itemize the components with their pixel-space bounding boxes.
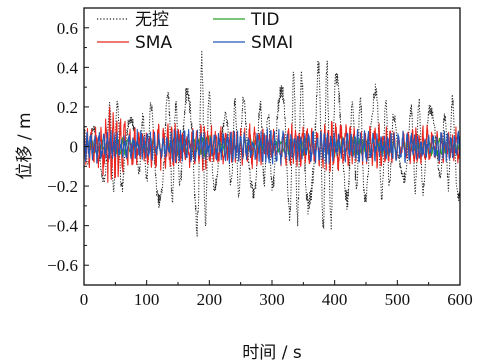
x-tick-label: 600 <box>447 290 473 309</box>
x-tick-label: 200 <box>197 290 223 309</box>
x-tick-label: 300 <box>259 290 285 309</box>
y-tick-label: −0.4 <box>47 217 78 236</box>
y-tick-label: −0.6 <box>47 256 78 275</box>
x-tick-label: 500 <box>385 290 411 309</box>
y-tick-label: −0.2 <box>47 177 78 196</box>
legend-label-uncontrolled: 无控 <box>135 10 169 30</box>
y-axis-title: 位移 / m <box>15 112 35 179</box>
ticks-layer: 0 100 200 300 400 500 600 −0.6 −0.4 −0.2 0 0.2 0.4 0.… <box>47 19 473 309</box>
x-tick-label: 100 <box>134 290 160 309</box>
y-tick-label: 0 <box>70 138 79 157</box>
series-line-smai <box>84 128 460 165</box>
y-tick-label: 0.4 <box>57 58 79 77</box>
x-tick-label: 0 <box>80 290 89 309</box>
y-tick-label: 0.6 <box>57 19 78 38</box>
series-layer <box>84 49 460 237</box>
legend-label-tid: TID <box>250 10 280 30</box>
x-tick-label: 400 <box>322 290 348 309</box>
legend: 无控 TID SMA SMAI <box>97 10 293 53</box>
y-tick-label: 0.2 <box>57 98 78 117</box>
legend-label-smai: SMAI <box>251 33 293 53</box>
x-axis-title: 时间 / s <box>242 343 302 361</box>
legend-label-sma: SMA <box>135 33 172 53</box>
